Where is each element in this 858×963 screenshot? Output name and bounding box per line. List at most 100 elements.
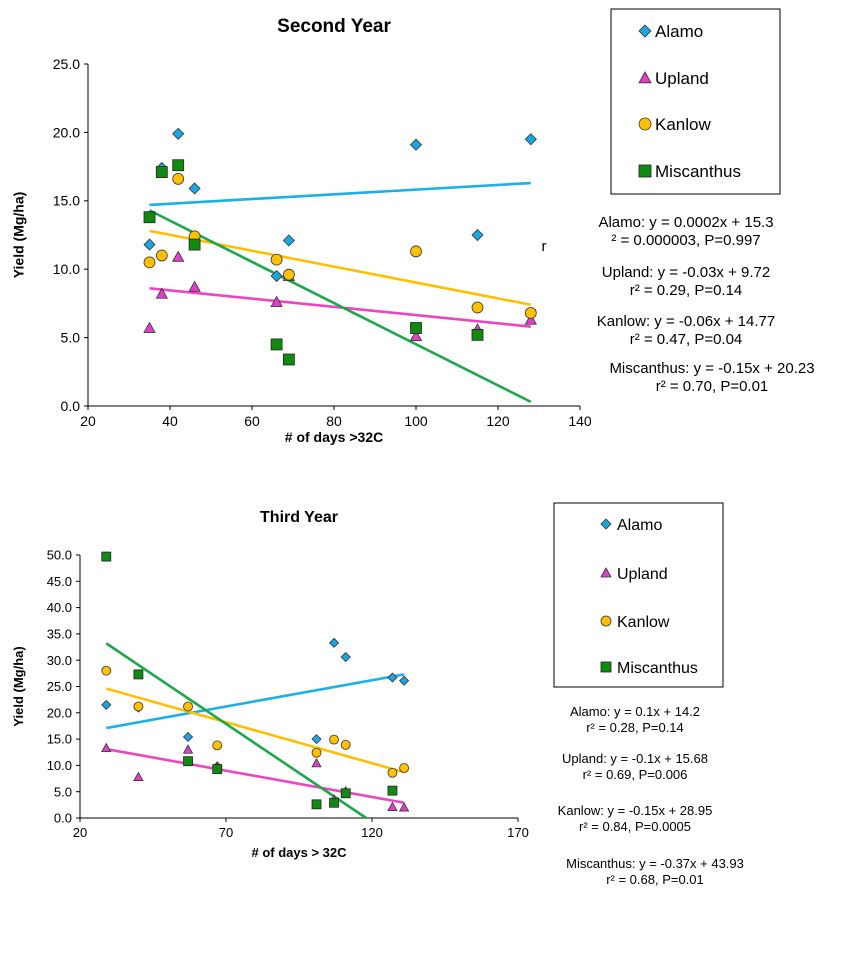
eq-kanlow-2-line1: Kanlow: y = -0.06x + 14.77 (596, 313, 776, 330)
y-tick-label-1-5: 25.0 (53, 56, 80, 72)
legend-marker-alamo-2 (600, 518, 612, 530)
legend-label-alamo-1: Alamo (655, 22, 703, 41)
legend-marker-alamo-1 (638, 24, 652, 38)
point-alamo-1-5 (282, 234, 295, 247)
point-kanlow-2-0 (101, 665, 112, 676)
point-alamo-2-6 (340, 651, 351, 663)
legend-label-kanlow-2: Kanlow (617, 614, 670, 631)
x-tick-label-1-2: 60 (244, 413, 260, 429)
point-alamo-1-3 (188, 182, 201, 195)
point-upland-2-0 (101, 742, 112, 753)
x-tick-label-1-4: 100 (404, 413, 428, 429)
point-alamo-2-5 (328, 637, 340, 648)
point-alamo-2-4 (311, 734, 322, 745)
legend-marker-miscanthus-1 (638, 164, 652, 178)
y-tick-label-2-0: 0.0 (54, 811, 72, 826)
legend-marker-upland-1 (638, 71, 652, 84)
point-kanlow-1-4 (270, 253, 283, 266)
y-tick-label-1-4: 20.0 (53, 124, 80, 140)
point-upland-2-7 (387, 801, 398, 811)
x-tick-label-1-1: 40 (162, 413, 178, 429)
point-alamo-1-6 (409, 138, 423, 151)
y-tick-label-1-3: 15.0 (53, 193, 80, 209)
legend-label-upland-1: Upland (655, 69, 709, 88)
point-miscanthus-1-6 (410, 322, 422, 334)
point-miscanthus-2-5 (329, 797, 339, 808)
y-tick-label-2-2: 10.0 (47, 758, 72, 773)
y-tick-label-2-7: 35.0 (47, 626, 72, 641)
y-tick-label-1-0: 0.0 (61, 398, 81, 414)
point-alamo-1-2 (172, 127, 185, 140)
point-upland-2-1 (133, 771, 144, 781)
y-axis-label-1: Yield (Mg/ha) (11, 192, 27, 279)
eq-alamo-2: Alamo: y = 0.0002x + 15.3 ² = 0.000003, … (570, 214, 802, 250)
y-tick-label-2-5: 25.0 (47, 679, 72, 694)
point-alamo-2-0 (101, 699, 112, 710)
point-upland-1-4 (270, 295, 283, 307)
eq-miscanthus-2-line1: Miscanthus: y = -0.15x + 20.23 (609, 360, 815, 377)
trend-line-upland-2 (106, 747, 405, 805)
point-alamo-1-7 (471, 228, 484, 242)
eq-upland-3-line1: Upland: y = -0.1x + 15.68 (562, 751, 708, 766)
x-tick-label-2-2: 120 (361, 825, 383, 840)
point-upland-2-2 (182, 744, 194, 754)
point-kanlow-2-2 (183, 701, 193, 712)
point-miscanthus-1-2 (172, 159, 185, 172)
eq-kanlow-3-line1: Kanlow: y = -0.15x + 28.95 (557, 803, 713, 818)
point-upland-1-2 (172, 250, 185, 262)
point-miscanthus-1-1 (155, 166, 168, 178)
eq-alamo-3: Alamo: y = 0.1x + 14.2 r² = 0.28, P=0.14 (535, 704, 735, 735)
eq-miscanthus-3-line1: Miscanthus: y = -0.37x + 43.93 (566, 856, 744, 871)
point-upland-1-8 (524, 313, 537, 325)
point-upland-2-4 (311, 757, 322, 768)
point-miscanthus-2-0 (101, 551, 112, 562)
eq-upland-2: Upland: y = -0.03x + 9.72 r² = 0.29, P=0… (570, 264, 802, 300)
point-miscanthus-2-3 (212, 764, 223, 774)
point-kanlow-2-5 (329, 734, 339, 745)
stray-r-label: r (541, 238, 547, 255)
x-tick-label-1-3: 80 (326, 413, 342, 429)
point-kanlow-1-7 (471, 301, 484, 314)
point-upland-1-3 (188, 280, 201, 292)
eq-miscanthus-2-line2: r² = 0.70, P=0.01 (655, 378, 769, 395)
point-alamo-2-8 (399, 675, 410, 686)
point-alamo-2-7 (387, 672, 398, 683)
point-miscanthus-1-4 (270, 338, 283, 351)
point-miscanthus-2-2 (183, 756, 193, 767)
point-upland-1-1 (155, 287, 168, 299)
x-tick-label-2-0: 20 (73, 825, 87, 840)
eq-upland-3: Upland: y = -0.1x + 15.68 r² = 0.69, P=0… (535, 751, 735, 782)
point-alamo-1-0 (143, 238, 156, 251)
legend-marker-kanlow-1 (638, 117, 652, 131)
trend-line-kanlow-2 (105, 687, 405, 774)
y-tick-label-1-1: 5.0 (61, 330, 81, 346)
y-tick-label-2-8: 40.0 (47, 600, 72, 615)
point-kanlow-1-6 (410, 245, 422, 258)
legend-marker-miscanthus-2 (600, 661, 612, 673)
point-upland-2-8 (398, 802, 410, 812)
point-upland-1-6 (409, 329, 423, 342)
trend-line-miscanthus-2 (105, 642, 367, 820)
y-tick-label-2-4: 20.0 (47, 705, 72, 720)
point-miscanthus-2-7 (387, 785, 398, 796)
y-tick-label-2-3: 15.0 (47, 732, 72, 747)
y-tick-label-2-1: 5.0 (54, 784, 72, 799)
point-kanlow-2-3 (212, 740, 223, 751)
point-alamo-1-8 (524, 133, 537, 146)
y-axis-label-2: Yield (Mg/ha) (11, 646, 26, 726)
legend-box-2 (553, 502, 724, 688)
eq-upland-2-line2: r² = 0.29, P=0.14 (629, 282, 743, 299)
eq-alamo-3-line2: r² = 0.28, P=0.14 (586, 719, 684, 735)
eq-alamo-2-line1: Alamo: y = 0.0002x + 15.3 (598, 214, 774, 231)
x-tick-label-1-5: 120 (486, 413, 510, 429)
point-kanlow-2-8 (399, 763, 410, 773)
legend-marker-kanlow-2 (600, 615, 612, 627)
eq-upland-3-line2: r² = 0.69, P=0.006 (582, 766, 688, 782)
eq-miscanthus-2: Miscanthus: y = -0.15x + 20.23 r² = 0.70… (570, 360, 854, 396)
y-tick-label-2-6: 30.0 (47, 653, 72, 668)
legend-label-alamo-2: Alamo (617, 517, 662, 534)
eq-alamo-2-line2: ² = 0.000003, P=0.997 (611, 232, 761, 249)
eq-kanlow-3-line2: r² = 0.84, P=0.0005 (578, 818, 692, 834)
x-axis-label-2: # of days > 32C (251, 845, 347, 860)
